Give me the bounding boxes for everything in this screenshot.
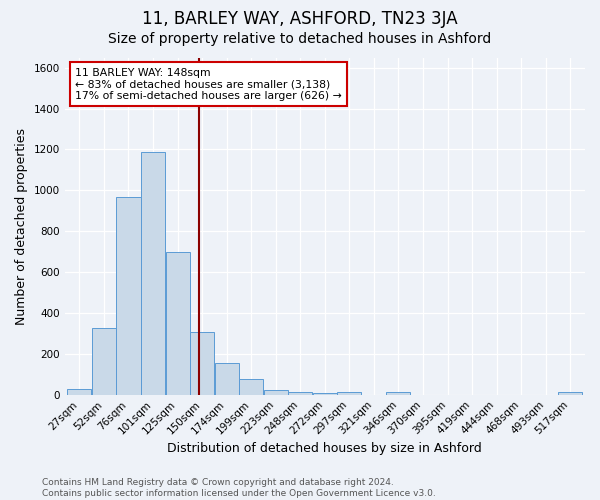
- Bar: [313, 392, 337, 394]
- Bar: [264, 390, 288, 394]
- Y-axis label: Number of detached properties: Number of detached properties: [15, 128, 28, 324]
- Bar: [558, 392, 583, 394]
- Bar: [386, 392, 410, 394]
- Bar: [67, 389, 91, 394]
- Bar: [337, 392, 361, 394]
- Bar: [141, 152, 165, 394]
- Bar: [92, 328, 116, 394]
- Text: 11, BARLEY WAY, ASHFORD, TN23 3JA: 11, BARLEY WAY, ASHFORD, TN23 3JA: [142, 10, 458, 28]
- Text: 11 BARLEY WAY: 148sqm
← 83% of detached houses are smaller (3,138)
17% of semi-d: 11 BARLEY WAY: 148sqm ← 83% of detached …: [75, 68, 342, 101]
- Bar: [215, 364, 239, 394]
- Bar: [288, 392, 313, 394]
- Bar: [166, 252, 190, 394]
- Bar: [190, 332, 214, 394]
- Text: Contains HM Land Registry data © Crown copyright and database right 2024.
Contai: Contains HM Land Registry data © Crown c…: [42, 478, 436, 498]
- Bar: [239, 379, 263, 394]
- Text: Size of property relative to detached houses in Ashford: Size of property relative to detached ho…: [109, 32, 491, 46]
- X-axis label: Distribution of detached houses by size in Ashford: Distribution of detached houses by size …: [167, 442, 482, 455]
- Bar: [116, 197, 140, 394]
